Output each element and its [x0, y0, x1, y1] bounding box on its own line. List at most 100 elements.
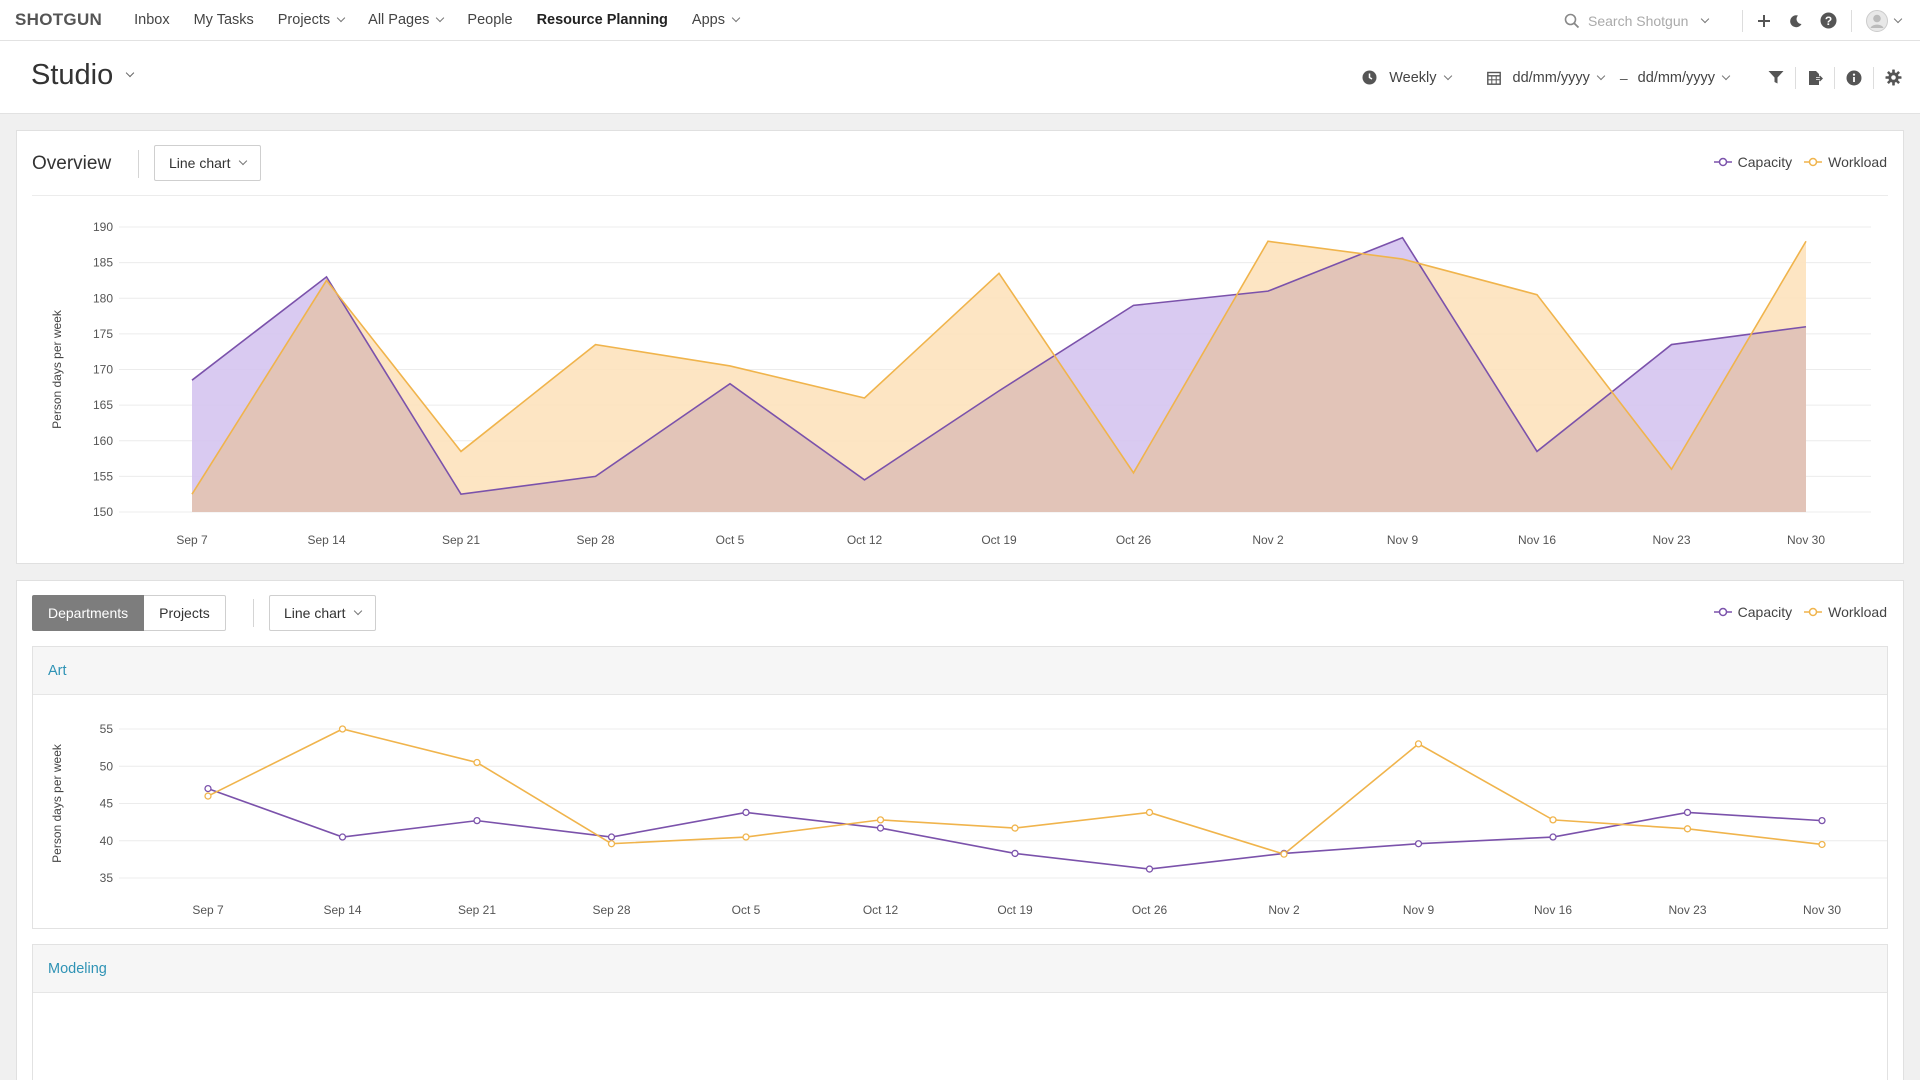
theme-toggle-button[interactable] [1783, 8, 1809, 34]
filter-button[interactable] [1763, 65, 1789, 91]
y-tick-label: 185 [93, 256, 113, 270]
clock-icon [1362, 70, 1377, 85]
nav-resource-planning[interactable]: Resource Planning [525, 0, 680, 41]
y-tick-label: 150 [93, 505, 113, 519]
y-tick-label: 180 [93, 291, 113, 305]
chevron-down-icon [336, 13, 346, 23]
art-chart: 35 40 45 50 55 Sep 7 Sep 14 Sep 21 Sep 28 Oct 5 Oc… [50, 722, 1887, 917]
chevron-down-icon [1596, 71, 1606, 80]
nav-projects[interactable]: Projects [266, 0, 356, 41]
capacity-point [1549, 833, 1557, 841]
chevron-down-icon [436, 13, 445, 23]
x-tick-label: Sep 28 [592, 903, 630, 917]
end-date-picker[interactable]: dd/mm/yyyy [1637, 69, 1731, 86]
divider [32, 195, 1888, 196]
legend-capacity[interactable]: Capacity [1713, 154, 1793, 170]
breakdown-legend: Capacity Workload [1702, 604, 1887, 620]
breakdown-chart-type-select[interactable]: Line chart [269, 595, 377, 631]
breakdown-panel: Departments Projects Line chart Capacity… [16, 580, 1904, 1080]
workload-point [1683, 825, 1692, 833]
x-tick-label: Oct 19 [997, 903, 1033, 917]
department-art-header[interactable]: Art [33, 647, 1887, 695]
overview-chart: 150 155 160 165 170 175 180 185 190 Sep 7 Sep 14 Se… [50, 220, 1871, 547]
x-tick-label: Sep 28 [576, 533, 614, 547]
legend-capacity[interactable]: Capacity [1713, 604, 1792, 620]
user-menu[interactable] [1860, 8, 1906, 34]
workload-point [607, 840, 616, 848]
date-range-separator: – [1619, 69, 1628, 86]
nav-projects-label: Projects [277, 12, 331, 28]
nav-apps[interactable]: Apps [680, 0, 751, 41]
x-tick-label: Sep 7 [192, 903, 224, 917]
y-tick-label: 45 [100, 797, 114, 811]
x-tick-label: Oct 12 [847, 533, 883, 547]
x-tick-label: Sep 21 [442, 533, 480, 547]
legend-capacity-label: Capacity [1737, 154, 1793, 170]
help-button[interactable]: ? [1815, 8, 1841, 34]
page-header: Studio Weekly dd/mm/yyyy – dd/mm/yyyy [0, 41, 1920, 114]
nav-all-pages[interactable]: All Pages [356, 0, 455, 41]
capacity-point [338, 833, 347, 841]
export-button[interactable] [1802, 65, 1828, 91]
x-tick-label: Nov 30 [1787, 533, 1825, 547]
x-tick-label: Nov 9 [1387, 533, 1419, 547]
breakdown-chart-type-label: Line chart [284, 605, 346, 621]
info-icon [1846, 70, 1862, 85]
chevron-down-icon [1701, 14, 1710, 23]
capacity-point [204, 784, 212, 793]
x-tick-label: Oct 5 [732, 903, 761, 917]
page-title-selector[interactable]: Studio [31, 59, 135, 92]
global-search[interactable]: Search Shotgun [1564, 0, 1734, 41]
info-button[interactable] [1841, 65, 1867, 91]
nav-people[interactable]: People [455, 0, 524, 41]
chevron-down-icon [354, 606, 363, 616]
tab-projects[interactable]: Projects [144, 595, 226, 631]
period-select[interactable]: Weekly [1362, 70, 1452, 86]
end-date-value: dd/mm/yyyy [1637, 69, 1715, 86]
y-tick-label: 175 [93, 327, 113, 341]
x-tick-label: Nov 2 [1252, 533, 1284, 547]
nav-inbox[interactable]: Inbox [122, 0, 181, 41]
capacity-point [876, 824, 885, 832]
divider [1795, 66, 1796, 89]
x-tick-label: Nov 23 [1668, 903, 1706, 917]
y-tick-label: 170 [93, 363, 113, 377]
svg-text:?: ? [1824, 14, 1831, 28]
y-tick-label: 55 [100, 722, 114, 736]
nav-resource-planning-label: Resource Planning [536, 12, 668, 28]
settings-button[interactable] [1880, 65, 1906, 91]
chevron-down-icon [1721, 71, 1731, 80]
y-tick-label: 190 [93, 220, 113, 234]
shotgun-logo[interactable]: SHOTGUN [15, 10, 103, 29]
y-tick-label: 50 [100, 759, 114, 773]
x-tick-label: Sep 21 [458, 903, 496, 917]
y-tick-label: 40 [100, 834, 114, 848]
y-tick-label: 155 [93, 469, 113, 483]
workload-point [1011, 824, 1019, 832]
export-icon [1809, 70, 1823, 85]
overview-panel: Overview Line chart Capacity Workload 15… [16, 130, 1904, 564]
x-tick-label: Sep 7 [176, 533, 208, 547]
workload-point [1549, 816, 1557, 824]
gear-icon [1885, 69, 1901, 86]
department-modeling-header[interactable]: Modeling [33, 945, 1887, 993]
y-axis-label: Person days per week [50, 309, 64, 429]
workload-point [338, 725, 347, 733]
y-tick-label: 165 [93, 398, 113, 412]
x-tick-label: Nov 16 [1518, 533, 1556, 547]
workload-point [1280, 850, 1288, 858]
overview-chart-type-select[interactable]: Line chart [154, 145, 262, 181]
add-button[interactable] [1751, 8, 1777, 34]
chevron-down-icon [1893, 14, 1902, 23]
y-tick-label: 160 [93, 434, 113, 448]
nav-inbox-label: Inbox [134, 12, 170, 28]
moon-icon [1790, 14, 1802, 27]
nav-my-tasks[interactable]: My Tasks [182, 0, 266, 41]
legend-workload[interactable]: Workload [1804, 604, 1887, 620]
legend-workload[interactable]: Workload [1804, 154, 1887, 170]
start-date-picker[interactable]: dd/mm/yyyy [1486, 70, 1606, 86]
divider [1834, 66, 1835, 89]
workload-marker-icon [1804, 157, 1823, 167]
tab-departments[interactable]: Departments [32, 595, 145, 631]
x-tick-label: Nov 23 [1652, 533, 1690, 547]
